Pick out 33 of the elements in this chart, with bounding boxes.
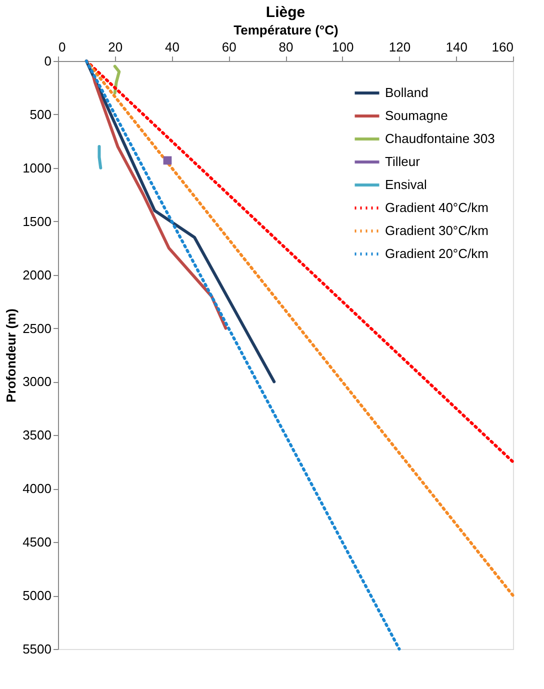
x-tick-label: 140 [446, 40, 468, 54]
y-tick-label: 1000 [22, 160, 52, 176]
legend-label: Chaudfontaine 303 [385, 131, 495, 146]
x-tick-label: 40 [165, 40, 180, 54]
legend-label: Tilleur [385, 154, 421, 169]
y-tick-label: 4000 [22, 481, 52, 496]
legend-label: Gradient 30°C/km [385, 223, 488, 238]
y-tick-label: 1500 [22, 214, 52, 229]
x-tick-label: 100 [332, 40, 354, 54]
y-tick-label: 2000 [22, 267, 52, 282]
y-tick-label: 3500 [22, 428, 52, 443]
y-axis-title: Profondeur (m) [4, 308, 19, 402]
x-tick-label: 60 [222, 40, 236, 54]
x-tick-label: 0 [58, 40, 66, 54]
x-tick-label: 20 [108, 40, 123, 54]
x-axis-title: Température (°C) [234, 22, 338, 38]
x-tick-label: 160 [492, 40, 514, 54]
legend-label: Gradient 20°C/km [385, 246, 488, 261]
legend-label: Gradient 40°C/km [385, 200, 488, 215]
y-tick-label: 2500 [22, 320, 52, 336]
y-tick-label: 3000 [22, 374, 52, 390]
legend-label: Ensival [385, 177, 428, 192]
y-tick-label: 5000 [22, 588, 52, 604]
y-tick-label: 500 [30, 106, 52, 122]
x-tick-label: 120 [388, 40, 411, 54]
y-tick-label: 4500 [22, 534, 52, 550]
y-tick-label: 0 [44, 54, 52, 68]
legend-label: Bolland [385, 85, 428, 100]
y-tick-label: 5500 [22, 642, 52, 656]
chart-title: Liège [266, 4, 306, 21]
line-series [92, 76, 228, 330]
x-tick-label: 80 [278, 40, 294, 54]
legend-label: Soumagne [385, 108, 448, 123]
